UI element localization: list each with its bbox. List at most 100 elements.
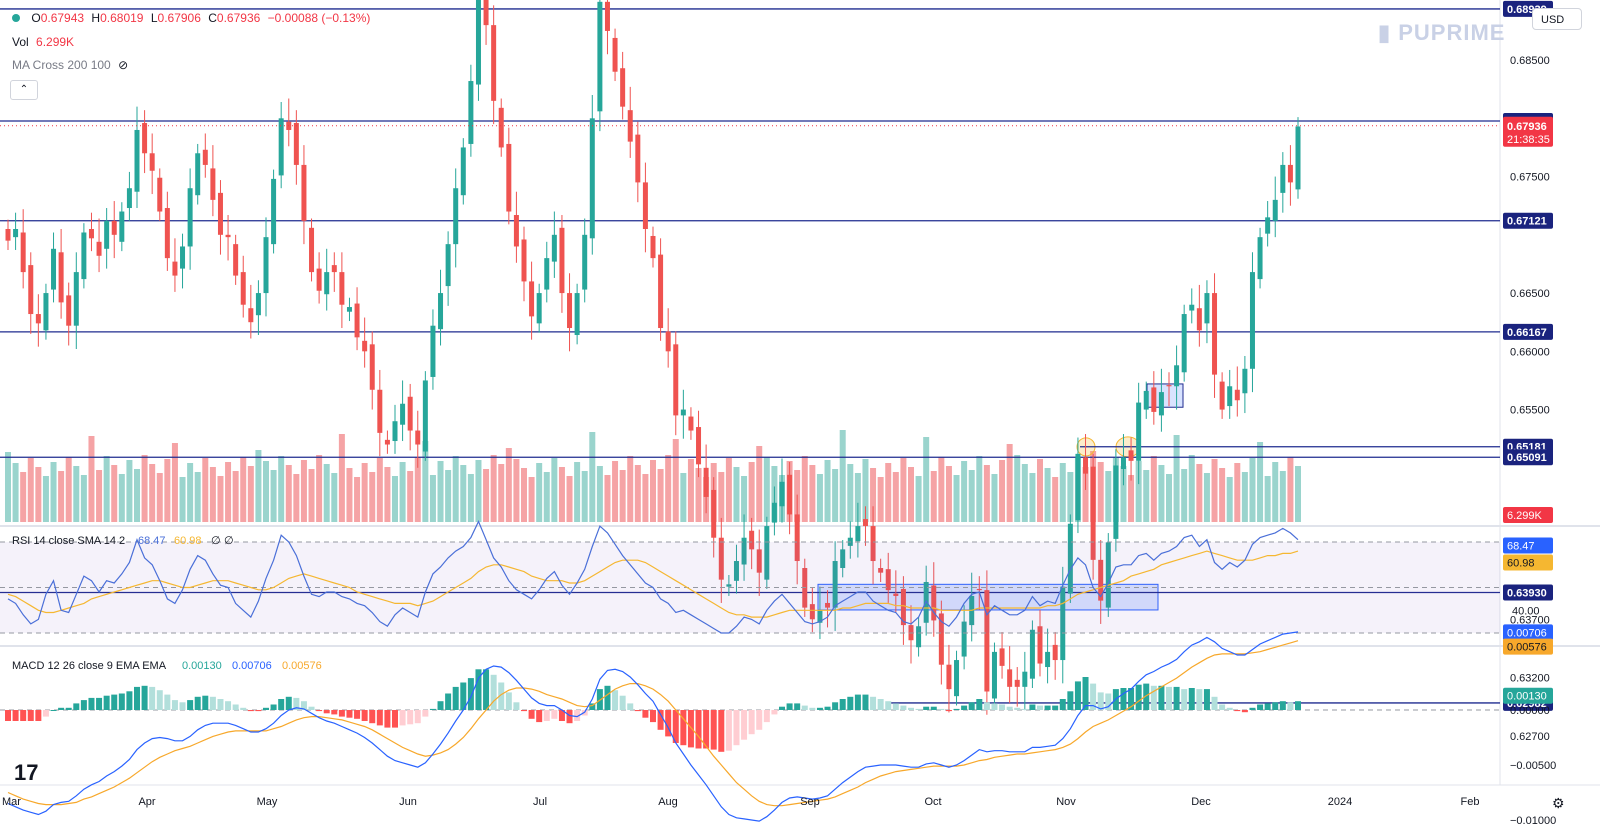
- volume-bar: [369, 472, 376, 522]
- ma-legend[interactable]: MA Cross 200 100 ⊘: [12, 58, 132, 72]
- candle-body: [741, 537, 747, 565]
- candle-body: [506, 143, 512, 212]
- volume-bar: [247, 466, 254, 522]
- macd-histogram-bar: [278, 699, 285, 710]
- macd-histogram-bar: [961, 705, 968, 710]
- macd-histogram-bar: [756, 710, 763, 730]
- volume-bar: [414, 457, 421, 522]
- volume-bar: [968, 470, 975, 522]
- candle-body: [931, 585, 937, 621]
- macd-histogram-bar: [574, 710, 581, 721]
- time-axis-label: Nov: [1056, 796, 1076, 808]
- volume-bar: [809, 465, 816, 522]
- candle-body: [840, 549, 846, 569]
- candle-body: [893, 593, 899, 596]
- macd-histogram-bar: [1029, 704, 1036, 710]
- candle-body: [559, 227, 565, 294]
- candle-body: [809, 604, 815, 620]
- candle-body: [81, 232, 87, 280]
- macd-histogram-bar: [156, 690, 163, 710]
- rsi-extra-2: ∅: [224, 535, 234, 547]
- volume-bar: [543, 472, 550, 522]
- macd-histogram-bar: [12, 710, 19, 721]
- symbol-status-icon: [12, 14, 20, 22]
- open-value: 0.67943: [40, 11, 85, 25]
- candle-body: [1189, 304, 1195, 311]
- macd-histogram-bar: [816, 707, 823, 710]
- volume-bar: [1211, 459, 1218, 522]
- macd-histogram-bar: [376, 710, 383, 726]
- candle-body: [787, 474, 793, 515]
- volume-bar: [718, 472, 725, 522]
- candle-body: [726, 584, 732, 587]
- macd-histogram-bar: [1074, 681, 1081, 710]
- volume-bar: [126, 460, 133, 522]
- macd-histogram-bar: [225, 701, 232, 710]
- macd-histogram-bar: [35, 710, 42, 721]
- candle-body: [1249, 272, 1255, 369]
- macd-tick-neg10: −0.01000: [1510, 815, 1556, 824]
- rsi-extra-1: ∅: [211, 535, 221, 547]
- macd-histogram-bar: [1135, 684, 1142, 710]
- macd-histogram-bar: [627, 703, 634, 710]
- macd-histogram-bar: [1021, 708, 1028, 710]
- volume-bar: [1264, 476, 1271, 522]
- candle-body: [620, 68, 626, 107]
- volume-bar: [741, 476, 748, 522]
- volume-bar: [232, 471, 239, 522]
- candle-body: [369, 344, 375, 390]
- macd-histogram-bar: [187, 700, 194, 710]
- macd-histogram-bar: [80, 700, 87, 710]
- macd-histogram-bar: [1044, 705, 1051, 710]
- volume-bar: [725, 458, 732, 522]
- candle-body: [293, 122, 299, 165]
- volume-bar: [938, 457, 945, 522]
- macd-histogram-bar: [422, 710, 429, 717]
- volume-bar: [467, 474, 474, 522]
- time-axis-label: Mar: [2, 796, 21, 808]
- macd-histogram-bar: [1279, 701, 1286, 710]
- macd-histogram-bar: [452, 686, 459, 710]
- candle-body: [430, 325, 436, 377]
- candle-body: [248, 308, 254, 323]
- macd-histogram-bar: [1006, 706, 1013, 710]
- macd-histogram-bar: [1226, 707, 1233, 710]
- candle-body: [172, 261, 178, 276]
- candle-body: [187, 188, 193, 247]
- macd-histogram-bar: [1128, 688, 1135, 710]
- candle-body: [1212, 293, 1218, 375]
- candle-body: [1007, 669, 1013, 687]
- candle-body: [1143, 390, 1149, 410]
- eye-hidden-icon[interactable]: ⊘: [118, 58, 129, 72]
- macd-histogram-bar: [73, 703, 80, 710]
- macd-histogram-bar: [209, 696, 216, 710]
- volume-bar: [1052, 477, 1059, 522]
- macd-histogram-bar: [748, 710, 755, 735]
- macd-histogram-bar: [1249, 707, 1256, 710]
- volume-bar: [179, 477, 186, 522]
- volume-bar: [111, 465, 118, 522]
- candle-body: [445, 244, 451, 287]
- volume-bar: [657, 469, 664, 522]
- currency-select[interactable]: USD: [1532, 8, 1582, 30]
- macd-tick-zero: 0.00000: [1510, 705, 1550, 717]
- candle-body: [1098, 559, 1104, 601]
- candle-body: [1234, 389, 1240, 401]
- candle-body: [453, 188, 459, 245]
- macd-histogram-bar: [483, 669, 490, 710]
- macd-histogram-bar: [194, 696, 201, 710]
- macd-histogram-bar: [361, 710, 368, 721]
- collapse-legend-button[interactable]: ⌃: [10, 80, 38, 100]
- volume-bar: [1082, 467, 1089, 522]
- volume-bar: [665, 455, 672, 522]
- vol-value: 6.299K: [36, 35, 75, 49]
- volume-bar: [634, 465, 641, 522]
- settings-gear-icon[interactable]: ⚙: [1552, 795, 1565, 811]
- macd-histogram-bar: [308, 706, 315, 710]
- last-price-label: 0.67936: [1507, 121, 1547, 133]
- candle-body: [217, 192, 223, 235]
- macd-histogram-bar: [369, 710, 376, 724]
- rsi-sma-value: 60.98: [174, 535, 202, 547]
- macd-histogram-bar: [612, 690, 619, 710]
